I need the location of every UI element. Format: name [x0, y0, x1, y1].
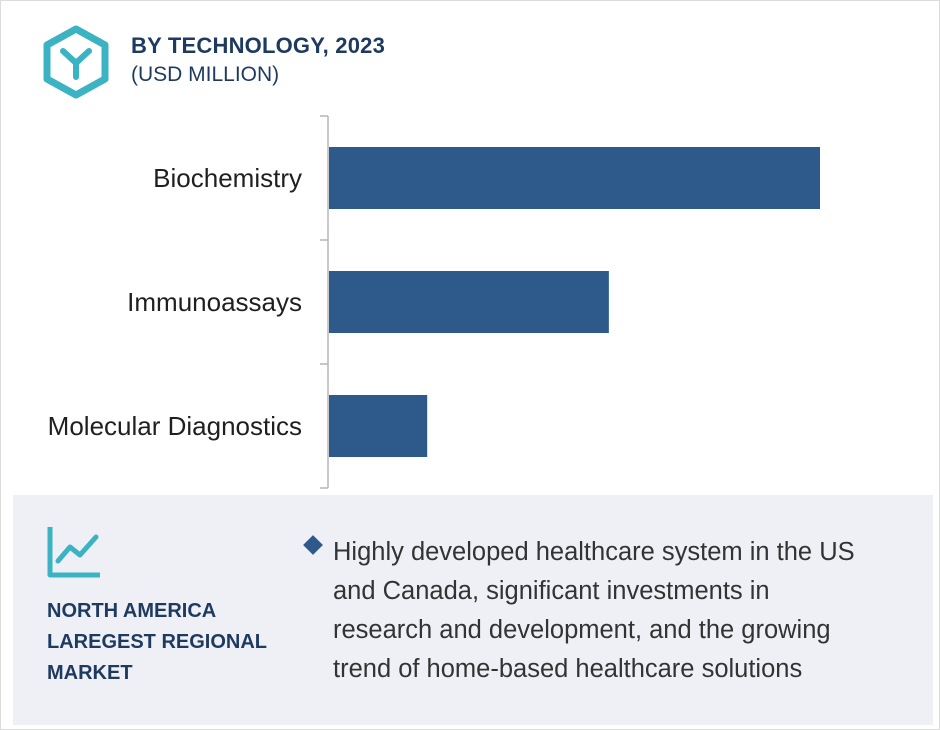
description-line: research and development, and the growin…	[333, 616, 831, 644]
category-tick-label: Molecular Diagnostics	[48, 411, 302, 441]
region-line: LAREGEST REGIONAL	[47, 631, 268, 653]
region-line: MARKET	[47, 662, 133, 684]
chart-subtitle: (USD MILLION)	[131, 63, 280, 86]
trend-chart-icon	[47, 527, 100, 578]
bar-immunoassays	[329, 271, 609, 333]
hexagon-y-logo-icon	[43, 25, 109, 99]
region-line: NORTH AMERICA	[47, 600, 217, 622]
insight-panel: NORTH AMERICA LAREGEST REGIONAL MARKET H…	[13, 495, 933, 725]
diamond-bullet-icon	[303, 535, 323, 555]
bar-molecular-diagnostics	[329, 395, 428, 457]
insight-description: Highly developed healthcare system in th…	[333, 533, 933, 689]
description-line: Highly developed healthcare system in th…	[333, 538, 855, 566]
category-tick-label: Biochemistry	[153, 163, 302, 193]
chart-title: BY TECHNOLOGY, 2023	[131, 33, 386, 58]
description-line: and Canada, significant investments in	[333, 577, 770, 605]
bar-biochemistry	[329, 147, 820, 209]
description-line: trend of home-based healthcare solutions	[333, 655, 803, 683]
region-label: NORTH AMERICA LAREGEST REGIONAL MARKET	[47, 596, 307, 689]
category-tick-label: Immunoassays	[127, 287, 302, 317]
bar-chart: Biochemistry Immunoassays Molecular Diagno…	[48, 115, 820, 489]
